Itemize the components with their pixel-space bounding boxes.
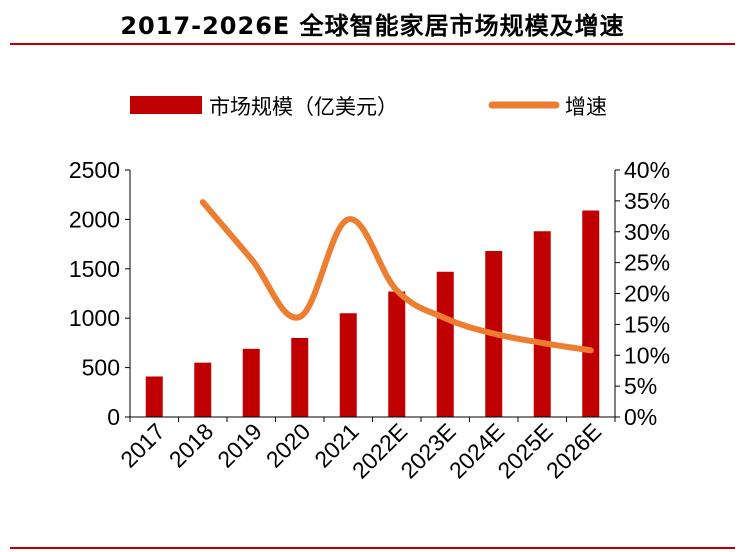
title-divider	[10, 43, 735, 45]
x-tick-label: 2022E	[347, 418, 412, 483]
right-tick-label: 15%	[624, 311, 670, 337]
right-tick-label: 25%	[624, 250, 670, 276]
left-tick-label: 0	[107, 404, 120, 430]
right-tick-label: 40%	[624, 157, 670, 183]
left-tick-label: 2500	[69, 157, 120, 183]
bar-2022E	[388, 291, 406, 417]
bar-2019	[242, 348, 260, 417]
right-tick-label: 30%	[624, 219, 670, 245]
x-tick-label: 2023E	[395, 418, 460, 483]
bar-2023E	[436, 271, 454, 417]
x-tick-label: 2024E	[444, 418, 509, 483]
x-tick-label: 2019	[212, 418, 267, 473]
left-tick-label: 1000	[69, 305, 120, 331]
legend-line-label: 增速	[565, 95, 607, 119]
bar-series	[145, 210, 600, 417]
axes: 0 500 1000 1500 2000 2500 0% 5% 10% 15% 20% 25% 30% 3…	[69, 157, 670, 484]
legend: 市场规模（亿美元） 增速	[130, 95, 607, 119]
left-tick-label: 2000	[69, 206, 120, 232]
x-tick-label: 2017	[115, 418, 170, 473]
bar-2026E	[582, 210, 600, 417]
right-tick-label: 0%	[624, 404, 657, 430]
bar-2018	[194, 362, 212, 417]
legend-bar-label: 市场规模（亿美元）	[209, 95, 398, 119]
right-tick-label: 20%	[624, 281, 670, 307]
left-tick-label: 500	[82, 355, 120, 381]
bar-2017	[145, 376, 163, 417]
bar-2021	[339, 313, 357, 417]
legend-bar-swatch	[130, 96, 202, 114]
left-tick-label: 1500	[69, 256, 120, 282]
x-tick-label: 2026E	[541, 418, 606, 483]
chart-title: 2017-2026E 全球智能家居市场规模及增速	[120, 12, 625, 40]
growth-line	[199, 199, 594, 354]
footer-divider	[10, 547, 735, 549]
right-tick-label: 35%	[624, 188, 670, 214]
bar-2020	[291, 337, 309, 417]
right-tick-label: 10%	[624, 342, 670, 368]
right-tick-label: 5%	[624, 373, 657, 399]
x-tick-label: 2020	[261, 418, 316, 473]
bar-2025E	[533, 231, 551, 417]
x-tick-label: 2025E	[492, 418, 557, 483]
growth-line-series	[199, 199, 594, 354]
x-tick-label: 2018	[164, 418, 219, 473]
